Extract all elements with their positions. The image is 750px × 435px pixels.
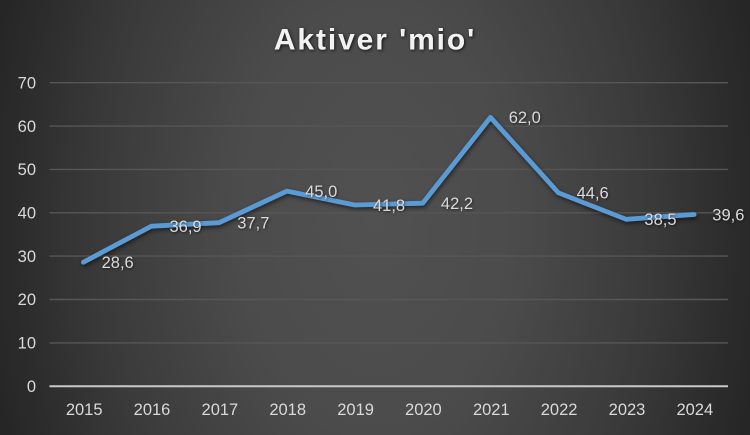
svg-text:40: 40 — [18, 205, 36, 223]
svg-text:2018: 2018 — [269, 401, 306, 419]
svg-text:10: 10 — [18, 335, 36, 353]
svg-text:36,9: 36,9 — [170, 218, 202, 236]
svg-text:70: 70 — [18, 74, 36, 92]
svg-text:50: 50 — [18, 161, 36, 179]
svg-text:2015: 2015 — [66, 401, 103, 419]
svg-text:2023: 2023 — [609, 401, 646, 419]
svg-text:41,8: 41,8 — [373, 197, 405, 215]
svg-text:2020: 2020 — [405, 401, 442, 419]
svg-text:2022: 2022 — [541, 401, 578, 419]
svg-text:2017: 2017 — [202, 401, 239, 419]
svg-text:60: 60 — [18, 118, 36, 136]
svg-text:38,5: 38,5 — [644, 211, 676, 229]
svg-text:37,7: 37,7 — [237, 215, 269, 233]
svg-text:28,6: 28,6 — [102, 254, 134, 272]
svg-text:20: 20 — [18, 291, 36, 309]
svg-text:Aktiver 'mio': Aktiver 'mio' — [274, 24, 476, 57]
svg-text:30: 30 — [18, 248, 36, 266]
svg-text:62,0: 62,0 — [509, 109, 541, 127]
svg-text:39,6: 39,6 — [712, 206, 744, 224]
svg-text:42,2: 42,2 — [441, 195, 473, 213]
svg-text:2019: 2019 — [337, 401, 374, 419]
svg-text:0: 0 — [27, 378, 36, 396]
svg-text:2016: 2016 — [134, 401, 171, 419]
svg-text:2024: 2024 — [676, 401, 713, 419]
svg-text:45,0: 45,0 — [305, 183, 337, 201]
svg-text:2021: 2021 — [473, 401, 510, 419]
svg-text:44,6: 44,6 — [577, 185, 609, 203]
